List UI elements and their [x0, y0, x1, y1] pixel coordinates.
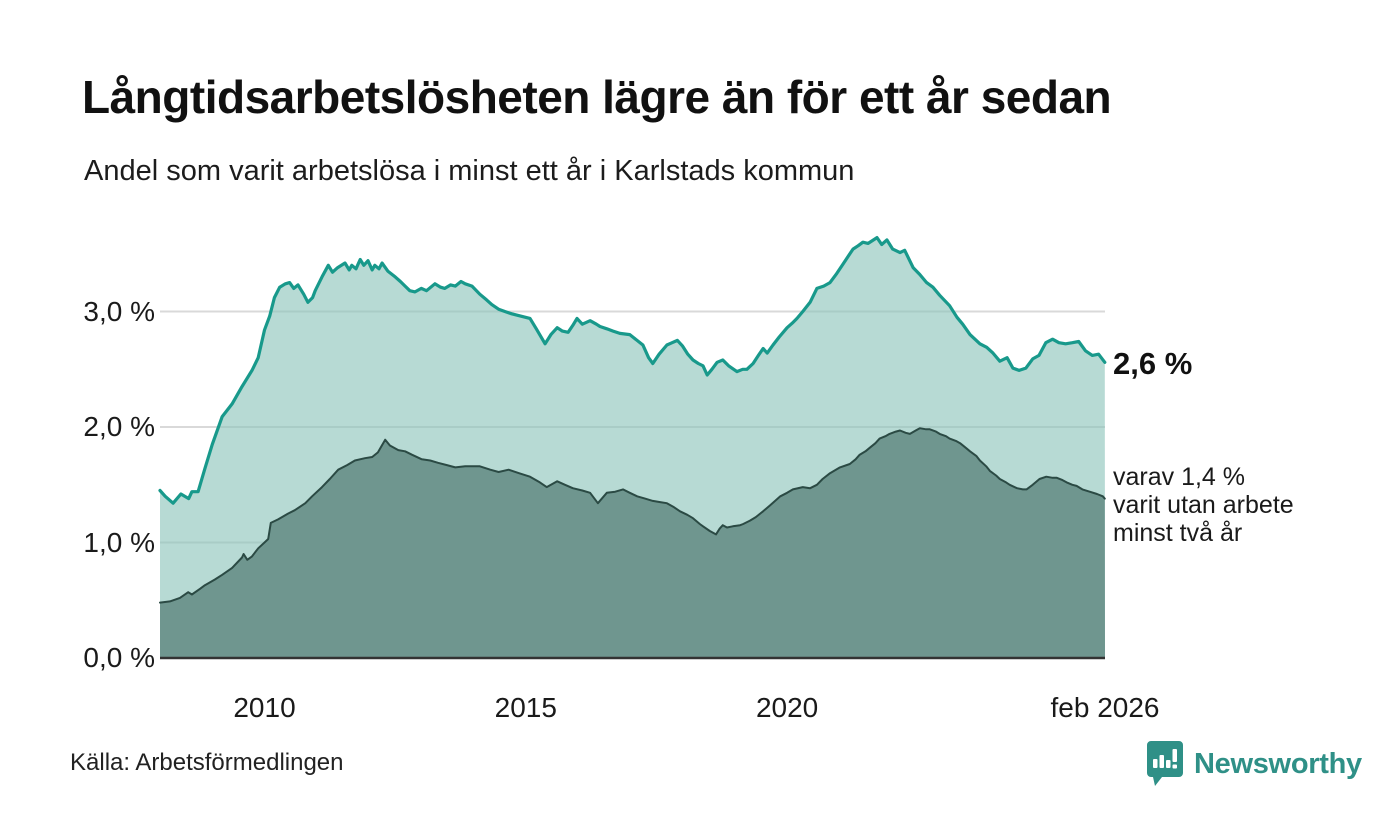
brand-name: Newsworthy	[1194, 747, 1362, 780]
y-tick-label: 1,0 %	[83, 526, 155, 558]
x-tick-label: 2020	[755, 692, 819, 723]
line-two-years	[159, 427, 1106, 604]
area-fill-two-years	[160, 428, 1105, 658]
latest-value-label: 2,6 %	[1113, 346, 1193, 381]
secondary-value-annotation: varav 1,4 % varit utan arbete minst två …	[1113, 463, 1294, 547]
x-tick-label: 2010	[233, 692, 296, 723]
y-tick-label: 2,0 %	[83, 411, 155, 442]
x-tick-label: 2015	[494, 692, 557, 723]
chart-subtitle: Andel som varit arbetslösa i minst ett å…	[84, 155, 855, 187]
line-total	[158, 236, 1107, 505]
y-tick-label: 0,0 %	[83, 642, 155, 673]
newsworthy-branding: Newsworthy	[1146, 740, 1362, 788]
annotation-line: minst två år	[1113, 519, 1243, 547]
page-title: Långtidsarbetslösheten lägre än för ett …	[82, 71, 1112, 123]
y-tick-label: 3,0 %	[83, 295, 155, 327]
newsworthy-logo-icon	[1147, 741, 1183, 786]
annotation-line: varit utan arbete	[1113, 491, 1294, 519]
source-credit: Källa: Arbetsförmedlingen	[70, 749, 344, 776]
x-tick-label: feb 2026	[1050, 692, 1160, 723]
annotation-line: varav 1,4 %	[1113, 463, 1246, 491]
